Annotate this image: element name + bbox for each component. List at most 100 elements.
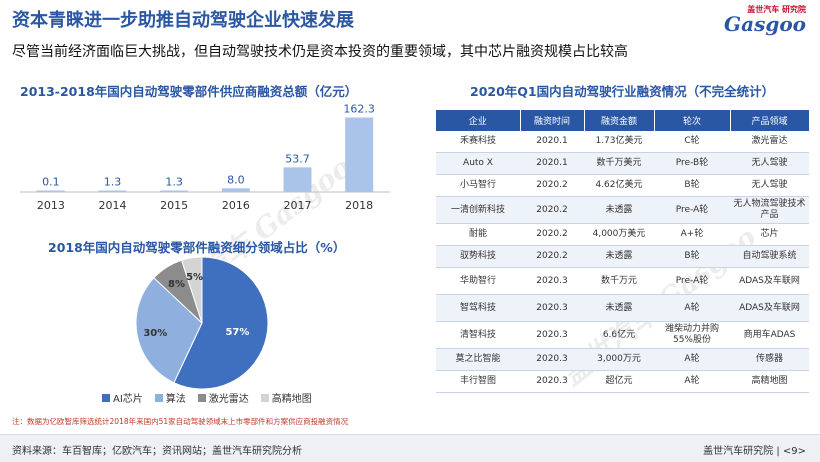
financing-table: 企业 融资时间 融资金额 轮次 产品领域 禾赛科技 2020.1 1.73亿美元 C轮… xyxy=(436,110,810,393)
table-row: 清智科技 2020.3 6.6亿元 潍柴动力并购55%股份 商用车ADAS xyxy=(436,321,809,349)
table-cell: B轮 xyxy=(654,174,730,197)
footer-right: 盖世汽车研究院 | <9> xyxy=(703,442,806,457)
page-subtitle: 尽管当前经济面临巨大挑战，但自动驾驶技术仍是资本投资的重要领域，其中芯片融资规模… xyxy=(12,44,628,60)
bar-value-label: 1.3 xyxy=(104,176,122,189)
table-cell: 丰行智图 xyxy=(436,370,520,393)
legend-swatch xyxy=(260,393,269,402)
x-tick-label: 2017 xyxy=(284,199,312,212)
gasgoo-logo: 盖世汽车 研究院 Gasgoo xyxy=(696,4,806,36)
table-cell: 华助智行 xyxy=(436,267,520,295)
segment-pie-chart: 57% 30% 8%5% xyxy=(135,256,269,390)
legend-label: 高精地图 xyxy=(271,394,312,405)
table-cell: 2020.3 xyxy=(520,294,584,322)
table-row: 小马智行 2020.2 4.62亿美元 B轮 无人驾驶 xyxy=(436,174,809,197)
table-cell: 2020.2 xyxy=(520,174,584,197)
table-cell: 未透露 xyxy=(584,196,654,224)
pie-value-label: 57% xyxy=(225,327,249,338)
table-cell: 未透露 xyxy=(584,294,654,322)
table-cell: C轮 xyxy=(654,131,730,153)
table-cell: Pre-A轮 xyxy=(654,267,730,295)
table-cell: A轮 xyxy=(654,294,730,322)
table-cell: 一清创新科技 xyxy=(436,196,520,224)
table-cell: ADAS及车联网 xyxy=(730,294,809,322)
footer-org: 盖世汽车研究院 xyxy=(703,446,774,457)
legend-label: 激光雷达 xyxy=(208,394,249,405)
bar-chart-title: 2013-2018年国内自动驾驶零部件供应商融资总额（亿元） xyxy=(20,84,358,99)
x-tick-label: 2016 xyxy=(222,199,250,212)
table-cell: 2020.3 xyxy=(520,348,584,371)
column-header: 轮次 xyxy=(654,110,731,131)
table-row: 驭势科技 2020.2 未透露 B轮 自动驾驶系统 xyxy=(436,245,809,268)
bar-value-label: 162.3 xyxy=(343,103,375,116)
bar-2018 xyxy=(345,117,374,192)
pie-slice-高精地图 xyxy=(180,256,203,324)
legend-item: AI芯片 xyxy=(102,390,143,405)
table-cell: Pre-A轮 xyxy=(654,196,730,224)
legend-item: 算法 xyxy=(154,390,186,405)
funding-bar-chart: 0.1 2013 1.3 2014 1.3 2015 8.0 2016 53.7 2017 162.… xyxy=(20,103,390,212)
table-cell: 2020.2 xyxy=(520,196,584,224)
bar-2015 xyxy=(160,190,189,192)
x-tick-label: 2018 xyxy=(345,199,373,212)
footnote: 注：数据为亿欧智库筛选统计2018年来国内51家自动驾驶领域末上市零部件和方案供… xyxy=(12,417,349,426)
bar-2017 xyxy=(283,167,312,192)
legend-item: 高精地图 xyxy=(260,390,312,405)
bar-value-label: 8.0 xyxy=(227,173,245,186)
pie-slice-算法 xyxy=(135,277,203,384)
table-row: 智驾科技 2020.3 未透露 A轮 ADAS及车联网 xyxy=(436,294,809,322)
table-cell: 无人驾驶 xyxy=(730,174,809,197)
bar-2013 xyxy=(36,190,65,192)
table-cell: 6.6亿元 xyxy=(584,321,654,349)
table-cell: 超亿元 xyxy=(584,370,654,393)
table-cell: 小马智行 xyxy=(436,174,520,197)
table-row: 华助智行 2020.3 数千万元 Pre-A轮 ADAS及车联网 xyxy=(436,267,809,295)
table-cell: Pre-B轮 xyxy=(654,152,730,175)
table-cell: A+轮 xyxy=(654,223,730,246)
table-cell: 3,000万元 xyxy=(584,348,654,371)
table-cell: 2020.3 xyxy=(520,321,584,349)
source-text: 资料来源：车百智库；亿欧汽车；资讯网站；盖世汽车研究院分析 xyxy=(12,446,302,457)
x-tick-label: 2015 xyxy=(160,199,188,212)
table-cell: ADAS及车联网 xyxy=(730,267,809,295)
pie-slice-AI芯片 xyxy=(173,256,269,390)
legend-swatch xyxy=(154,393,163,402)
table-cell: 禾赛科技 xyxy=(436,131,520,153)
x-tick-label: 2014 xyxy=(99,199,127,212)
bar-value-label: 1.3 xyxy=(165,176,183,189)
legend-label: AI芯片 xyxy=(113,394,143,405)
table-cell: A轮 xyxy=(654,348,730,371)
bar-value-label: 0.1 xyxy=(42,176,60,189)
table-cell: 传感器 xyxy=(730,348,809,371)
column-header: 融资金额 xyxy=(584,110,655,131)
table-cell: 2020.3 xyxy=(520,267,584,295)
legend-swatch xyxy=(197,393,206,402)
table-cell: 莫之比智能 xyxy=(436,348,520,371)
table-cell: 清智科技 xyxy=(436,321,520,349)
table-cell: Auto X xyxy=(436,152,520,175)
table-title: 2020年Q1国内自动驾驶行业融资情况（不完全统计） xyxy=(470,84,775,99)
table-row: 丰行智图 2020.3 超亿元 A轮 高精地图 xyxy=(436,370,809,393)
pie-value-label: 5% xyxy=(186,272,203,283)
table-cell: 2020.1 xyxy=(520,152,584,175)
table-cell: B轮 xyxy=(654,245,730,268)
table-row: 莫之比智能 2020.3 3,000万元 A轮 传感器 xyxy=(436,348,809,371)
table-cell: 芯片 xyxy=(730,223,809,246)
pie-value-label: 8% xyxy=(168,279,185,290)
table-cell: 自动驾驶系统 xyxy=(730,245,809,268)
table-row: 禾赛科技 2020.1 1.73亿美元 C轮 激光雷达 xyxy=(436,131,809,153)
legend-label: 算法 xyxy=(165,394,186,405)
table-cell: 潍柴动力并购55%股份 xyxy=(654,321,730,349)
table-header-row: 企业 融资时间 融资金额 轮次 产品领域 xyxy=(436,110,810,131)
table-cell: 2020.2 xyxy=(520,223,584,246)
x-tick-label: 2013 xyxy=(37,199,65,212)
footer-separator: | xyxy=(776,446,783,457)
table-cell: 4,000万美元 xyxy=(584,223,654,246)
table-cell: 耐能 xyxy=(436,223,520,246)
table-cell: 2020.3 xyxy=(520,370,584,393)
table-cell: 商用车ADAS xyxy=(730,321,809,349)
table-cell: 高精地图 xyxy=(730,370,809,393)
table-cell: 数千万美元 xyxy=(584,152,654,175)
legend-item: 激光雷达 xyxy=(197,390,249,405)
pie-chart-title: 2018年国内自动驾驶零部件融资细分领域占比（%） xyxy=(48,240,346,255)
table-cell: 1.73亿美元 xyxy=(584,131,654,153)
